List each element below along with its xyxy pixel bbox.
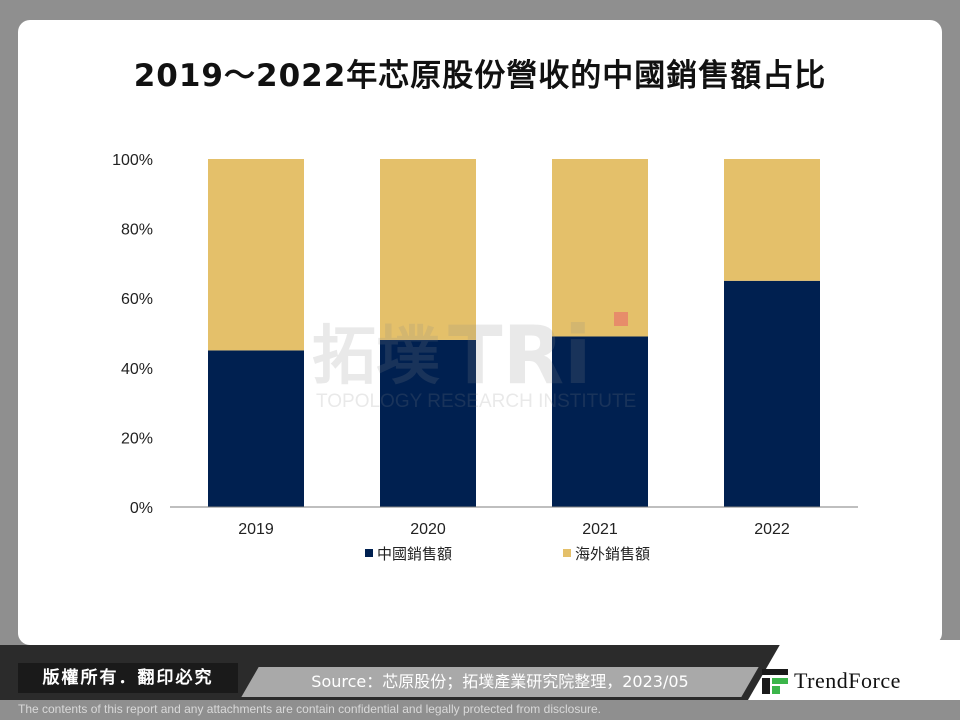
trendforce-logo-icon [762, 669, 788, 694]
x-ticks: 2019 2020 2021 2022 [238, 521, 790, 538]
bars-group [208, 159, 820, 507]
brand-name: TrendForce [794, 668, 901, 693]
legend-label: 中國銷售額 [377, 545, 452, 563]
bar-2019-series-0 [208, 350, 304, 507]
bar-2022-series-1 [724, 159, 820, 281]
y-tick-label: 100% [112, 152, 153, 169]
y-tick-label: 20% [121, 430, 153, 447]
y-ticks: 0% 20% 40% 60% 80% 100% [112, 152, 153, 517]
stacked-bar-chart: 0% 20% 40% 60% 80% 100% 2019 2020 2021 2022 中國銷售… [112, 152, 858, 563]
page-title: 2019～2022年芯原股份營收的中國銷售額占比 [133, 58, 827, 94]
x-tick-label: 2020 [410, 521, 446, 538]
bar-2019-series-1 [208, 159, 304, 351]
bar-2022-series-0 [724, 280, 820, 507]
disclaimer: The contents of this report and any atta… [18, 702, 601, 716]
bar-2020-series-0 [380, 339, 476, 507]
y-tick-label: 60% [121, 291, 153, 308]
copyright-label: 版權所有．翻印必究 [18, 663, 238, 693]
y-tick-label: 0% [130, 500, 153, 517]
legend-label: 海外銷售額 [575, 545, 650, 563]
bar-2021-series-0 [552, 336, 648, 507]
y-tick-label: 40% [121, 361, 153, 378]
trendforce-logo: TrendForce [760, 664, 901, 698]
legend: 中國銷售額 海外銷售額 [365, 545, 650, 563]
legend-swatch [563, 549, 571, 557]
y-tick-label: 80% [121, 222, 153, 239]
legend-swatch [365, 549, 373, 557]
x-tick-label: 2021 [582, 521, 618, 538]
source-text: Source：芯原股份；拓墣產業研究院整理，2023/05 [311, 672, 689, 691]
x-tick-label: 2022 [754, 521, 790, 538]
bar-2021-series-1 [552, 159, 648, 337]
bar-2020-series-1 [380, 159, 476, 340]
watermark-accent-square [614, 312, 628, 326]
x-tick-label: 2019 [238, 521, 274, 538]
